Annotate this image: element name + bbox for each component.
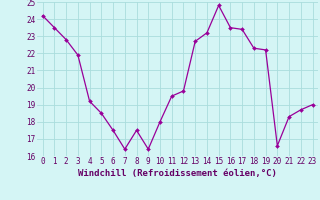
X-axis label: Windchill (Refroidissement éolien,°C): Windchill (Refroidissement éolien,°C) xyxy=(78,169,277,178)
